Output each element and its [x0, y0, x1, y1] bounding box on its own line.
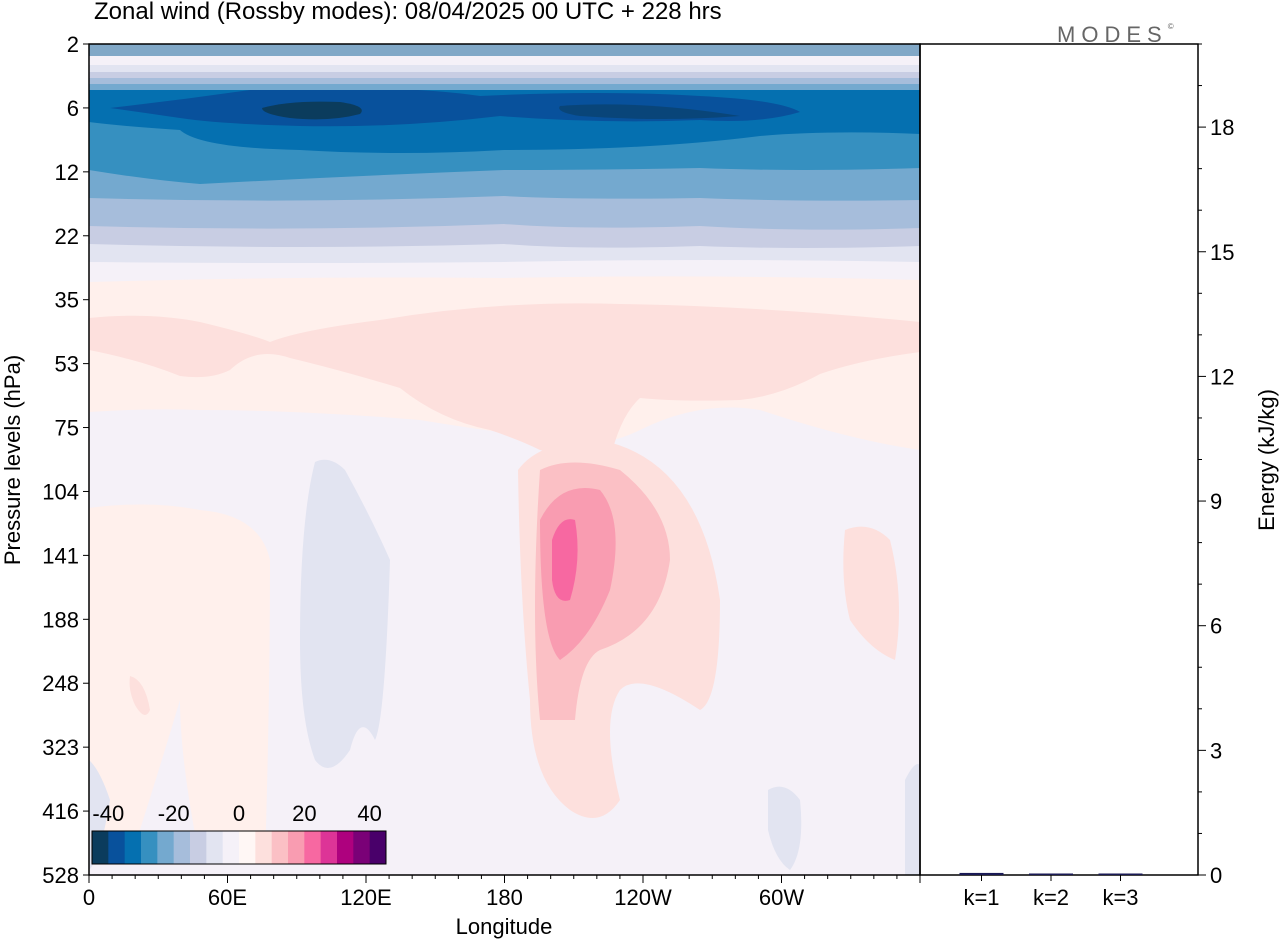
x-axis: 0 60E 120E 180 120W 60W	[83, 875, 921, 910]
colorbar-swatch	[304, 831, 322, 864]
colorbar-swatch	[222, 831, 240, 864]
positive-west-5	[129, 676, 150, 715]
positive-layer-5	[89, 303, 920, 472]
colorbar-tick-label: -40	[92, 801, 124, 826]
colorbar-swatch	[92, 831, 109, 864]
stripe-4	[89, 72, 920, 78]
colorbar-tick-label: -20	[158, 801, 190, 826]
x-tick-label: 180	[486, 885, 523, 910]
colorbar-swatch	[108, 831, 126, 864]
modes-logo-text: MODES	[1057, 22, 1168, 47]
colorbar-tick-label: 20	[292, 801, 316, 826]
energy-x-label: k=3	[1102, 885, 1138, 910]
colorbar-swatch	[124, 831, 142, 864]
y-tick-label: 53	[55, 352, 79, 377]
x-tick-label: 120E	[340, 885, 391, 910]
y-tick-label: 141	[42, 543, 79, 568]
colorbar-swatch	[206, 831, 224, 864]
colorbar-tick-label: 40	[357, 801, 381, 826]
colorbar-frame	[91, 830, 387, 865]
colorbar-swatch	[271, 831, 289, 864]
page-title: Zonal wind (Rossby modes): 08/04/2025 00…	[94, 0, 722, 25]
energy-tick-label: 3	[1210, 738, 1222, 763]
colorbar-swatch	[239, 831, 256, 864]
colorbar-swatch	[255, 831, 273, 864]
energy-tick-label: 6	[1210, 614, 1222, 639]
x-tick-label: 60W	[759, 885, 804, 910]
y-tick-label: 2	[67, 32, 79, 57]
colorbar-swatch	[173, 831, 191, 864]
negative-pocket-east	[905, 764, 920, 875]
colorbar-tick-label: 0	[233, 801, 245, 826]
y-tick-label: 22	[55, 224, 79, 249]
y-tick-label: 6	[67, 96, 79, 121]
energy-bar	[959, 872, 1004, 875]
y-axis-title: Pressure levels (hPa)	[0, 355, 25, 565]
negative-pocket-110e	[300, 459, 390, 768]
x-tick-label: 0	[83, 885, 95, 910]
y-tick-label: 188	[42, 607, 79, 632]
y-tick-label: 528	[42, 863, 79, 888]
x-axis-title: Longitude	[456, 914, 553, 939]
positive-east-5	[843, 526, 899, 660]
stripe-5	[89, 78, 920, 84]
x-tick-label: 60E	[208, 885, 247, 910]
y-tick-label: 248	[42, 671, 79, 696]
energy-tick-label: 0	[1210, 863, 1222, 888]
y-tick-label: 12	[55, 160, 79, 185]
stripe-1	[89, 44, 920, 56]
colorbar-swatch	[288, 831, 305, 864]
x-tick-label: 120W	[614, 885, 672, 910]
modes-logo-mark: ©	[1167, 22, 1174, 31]
positive-maximum-20	[552, 519, 578, 601]
colorbar-swatch	[190, 831, 207, 864]
y-tick-label: 416	[42, 799, 79, 824]
colorbar: -40 -20 0 20 40	[91, 801, 387, 865]
energy-bar	[1098, 873, 1143, 875]
colorbar-swatch	[141, 831, 158, 864]
modes-logo: MODES©	[1057, 22, 1174, 48]
energy-x-label: k=2	[1033, 885, 1069, 910]
energy-panel-frame	[919, 43, 1199, 876]
negative-pocket-70w	[768, 786, 802, 870]
energy-bar	[1029, 873, 1073, 875]
y-tick-label: 75	[55, 416, 79, 441]
stripe-6	[89, 84, 920, 90]
y-tick-label: 104	[42, 479, 79, 504]
energy-bars: k=1 k=2 k=3	[959, 872, 1143, 910]
colorbar-swatch	[369, 831, 387, 864]
heatmap-field	[89, 44, 920, 875]
secondary-core-minus-40	[559, 104, 740, 119]
energy-tick-label: 9	[1210, 489, 1222, 514]
energy-tick-label: 15	[1210, 240, 1234, 265]
positive-west-0	[89, 504, 270, 860]
energy-tick-label: 12	[1210, 364, 1234, 389]
stripe-2	[89, 56, 920, 65]
colorbar-swatch	[157, 831, 175, 864]
y-tick-label: 323	[42, 735, 79, 760]
colorbar-swatch	[337, 831, 354, 864]
y-axis: 2 6 12 22 35 53 75 104 141 188 248 323 416 528	[42, 32, 89, 888]
jet-core-minus-45	[262, 101, 362, 120]
energy-axis: 0 3 6 9 12 15 18	[1198, 43, 1234, 888]
stripe-3	[89, 65, 920, 72]
colorbar-swatch	[320, 831, 338, 864]
energy-axis-title: Energy (kJ/kg)	[1254, 389, 1279, 531]
energy-x-label: k=1	[963, 885, 999, 910]
energy-tick-label: 18	[1210, 115, 1234, 140]
colorbar-swatch	[353, 831, 371, 864]
y-tick-label: 35	[55, 288, 79, 313]
